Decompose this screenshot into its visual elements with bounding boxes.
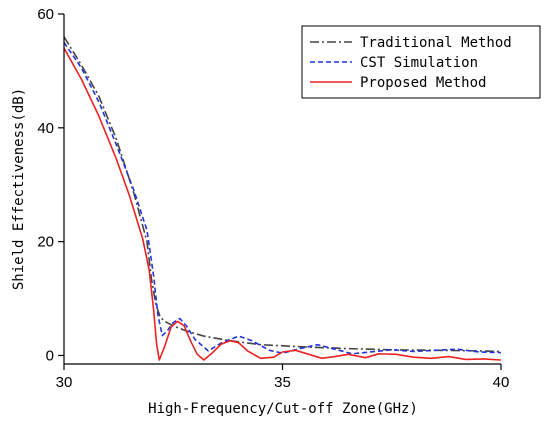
- y-tick-label-0: 0: [46, 347, 54, 364]
- legend-label-1: CST Simulation: [360, 55, 478, 71]
- series-line-1: [63, 42, 502, 355]
- legend: Traditional Method CST Simulation Proposed…: [301, 25, 541, 99]
- x-axis-label: High-Frequency/Cut-off Zone(GHz): [148, 401, 418, 417]
- y-tick-label-1: 20: [37, 234, 54, 251]
- plot-lines: [63, 36, 502, 361]
- ticks: 30 35 40 0 20 40 60: [37, 6, 509, 391]
- x-tick-label-0: 30: [56, 374, 73, 391]
- y-tick-label-3: 60: [37, 6, 54, 23]
- y-tick-label-2: 40: [37, 120, 54, 137]
- x-tick-label-1: 35: [274, 374, 291, 391]
- y-axis-label: Shield Effectiveness(dB): [11, 88, 27, 290]
- legend-label-0: Traditional Method: [360, 35, 512, 51]
- legend-label-2: Proposed Method: [360, 75, 486, 91]
- series-line-2: [63, 47, 502, 361]
- x-tick-label-2: 40: [493, 374, 510, 391]
- legend-box: [301, 25, 541, 99]
